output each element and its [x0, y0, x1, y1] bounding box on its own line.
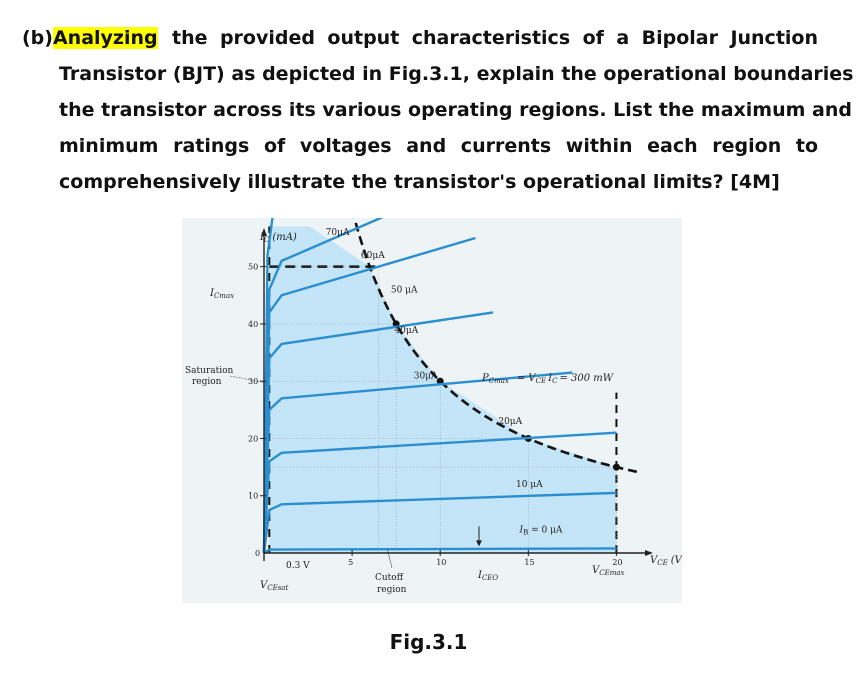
safe-operating-area	[269, 226, 617, 553]
x-tick-label-5: 5	[348, 558, 353, 567]
vsat-value: 0.3 V	[286, 561, 310, 571]
cutoff-label-line2: region	[377, 585, 407, 595]
ib-curve-label-4: 40μA	[394, 326, 418, 336]
y-tick-label-10: 10	[248, 492, 258, 501]
y-axis-label: IC (mA)	[259, 232, 297, 244]
y-tick-label-30: 30	[248, 377, 258, 386]
question-line-1: (b)Analyzing the provided output charact…	[22, 20, 822, 56]
ib-curve-label-0: IB = 0 μA	[519, 525, 563, 536]
ib-curve-label-5: 50 μA	[391, 285, 418, 295]
x-tick-label-15: 15	[524, 558, 534, 567]
axes: 5 10 15 20 0 10 20 30 40 50	[248, 228, 653, 567]
ib-curve-label-1: 10 μA	[516, 480, 543, 490]
cutoff-label-line1: Cutoff	[375, 573, 404, 583]
icmax-label: ICmax	[209, 288, 234, 300]
power-hyperbola-curve	[353, 218, 638, 474]
iceo-arrow-head	[475, 540, 482, 547]
ib-curve-label-7: 70μA	[326, 228, 350, 238]
x-tick-label-20: 20	[612, 558, 622, 567]
y-tick-label-40: 40	[248, 320, 258, 329]
vce-sat-label: VCEsat	[260, 580, 288, 592]
question-label: (b)	[22, 27, 53, 49]
saturation-label-line2: region	[192, 377, 222, 387]
cutoff-pointer	[387, 548, 393, 569]
x-tick-label-10: 10	[436, 558, 446, 567]
question-line-2: Transistor (BJT) as depicted in Fig.3.1,…	[59, 63, 857, 85]
power-curve-point	[612, 463, 620, 471]
power-curve-point	[436, 377, 444, 385]
ib-curve-1	[262, 491, 617, 554]
ib-curve-label-3: 30μA	[414, 371, 438, 381]
ib-curve-label-2: 20μA	[498, 417, 522, 427]
highlighted-word: Analyzing	[52, 27, 158, 49]
question-line-1-rest: the provided output characteristics of a…	[172, 27, 818, 49]
power-curve-label: PCmax = VCE IC = 300 mW	[481, 373, 614, 385]
x-axis-arrow	[645, 550, 653, 556]
question-line-3: the transistor across its various operat…	[59, 99, 852, 121]
question-line-4: minimum ratings of voltages and currents…	[59, 135, 818, 157]
origin-label: 0	[255, 549, 260, 558]
ib-curve-7	[262, 218, 274, 554]
ib-curve-label-6: 60μA	[361, 251, 385, 261]
characteristic-curves: IB = 0 μA 10 μA 20μA 30μA 40μA 50 μA 60μA 70μA	[229, 218, 617, 569]
soa-shade	[269, 226, 617, 553]
figure-caption: Fig.3.1	[389, 630, 468, 654]
saturation-label-line1: Saturation	[185, 366, 234, 376]
ib-curve-0	[263, 547, 617, 555]
y-tick-label-20: 20	[248, 434, 258, 443]
saturation-pointer	[229, 375, 267, 384]
vcemax-label: VCEmax	[592, 565, 625, 577]
y-tick-label-50: 50	[248, 263, 258, 272]
x-axis-label: VCE(V)	[650, 555, 682, 567]
y-axis-arrow	[261, 228, 267, 236]
iceo-label: ICEO	[477, 570, 498, 582]
question-line-5: comprehensively illustrate the transisto…	[59, 171, 780, 193]
